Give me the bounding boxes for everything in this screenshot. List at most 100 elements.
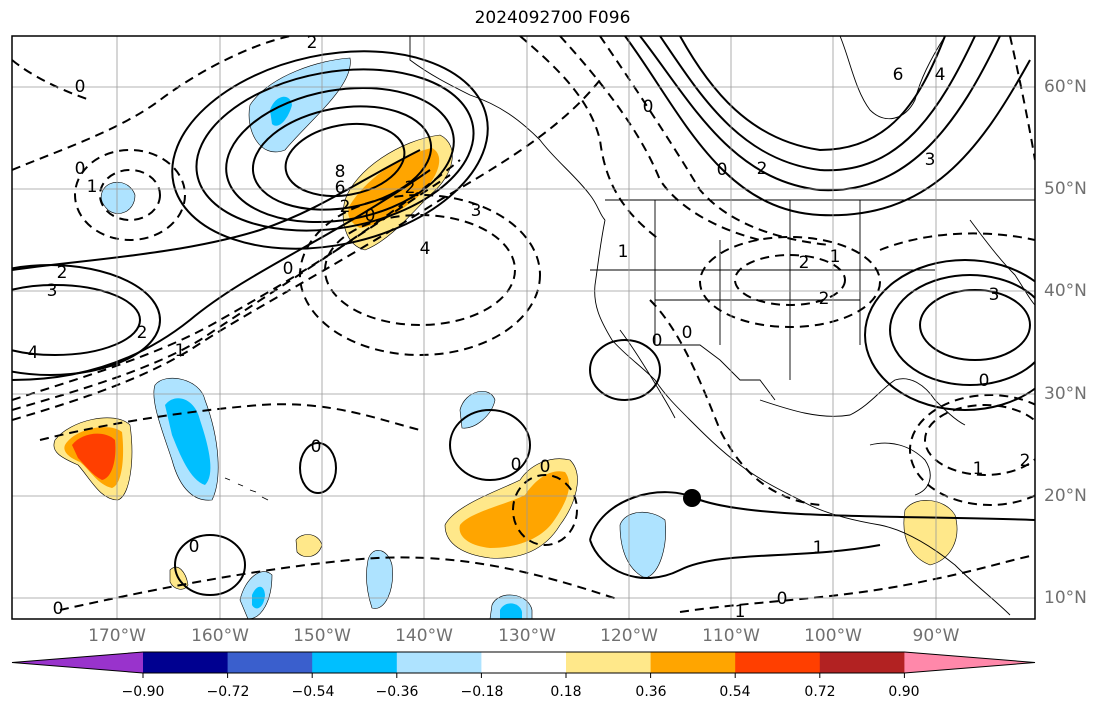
contour-dashed: [12, 174, 451, 411]
contour-label: 2: [340, 197, 351, 217]
contour-label: 0: [652, 331, 663, 351]
gridlines: [12, 36, 1035, 619]
contour-label: 1: [87, 177, 98, 197]
us-mexico-border: [655, 344, 776, 401]
contour-label: 0: [643, 97, 654, 117]
contour-dashed: [599, 36, 831, 246]
west-coast: [594, 219, 1011, 616]
contour-label: 2: [799, 253, 810, 273]
contour-label: 1: [618, 242, 629, 262]
shaded-fields: [53, 57, 958, 619]
contour-label: 2: [405, 178, 416, 198]
contour-label: 0: [75, 159, 86, 179]
contour-solid: [299, 442, 337, 494]
contour-label: 2: [137, 323, 148, 343]
lat-label: 10°N: [1044, 588, 1087, 608]
hudson-bay: [839, 36, 946, 120]
contour-solid: [449, 409, 531, 481]
contour-solid: [659, 36, 976, 172]
colorbar-segment: [481, 652, 567, 673]
contour-solid: [919, 289, 1031, 361]
contour-label: 0: [283, 259, 294, 279]
contour-solid: [284, 122, 406, 198]
contour-label: 6: [335, 178, 346, 198]
lon-label: 90°W: [912, 626, 960, 646]
colorbar-tick-label: 0.18: [550, 684, 582, 700]
contour-solid: [174, 534, 246, 596]
colorbar-segment: [312, 652, 398, 673]
contour-solid: [589, 539, 881, 579]
contour-lines: [12, 36, 1035, 613]
contour-label: 6: [893, 65, 904, 85]
contour-solid: [889, 274, 1035, 386]
shade-blue: [500, 603, 522, 619]
colorbar-segment: [735, 652, 821, 673]
contour-solid: [589, 339, 661, 401]
shade-light-blue: [619, 512, 666, 579]
contour-label: 0: [511, 455, 522, 475]
colorbar-segment: [819, 652, 905, 673]
lon-label: 100°W: [804, 626, 862, 646]
contour-label: 2: [57, 263, 68, 283]
shade-light-blue: [459, 391, 496, 429]
contour-dashed: [512, 474, 578, 546]
contour-dashed: [924, 404, 1035, 476]
contour-solid: [12, 169, 431, 381]
contour-label: 2: [757, 159, 768, 179]
contour-label: 0: [777, 589, 788, 609]
shade-orange: [459, 471, 570, 548]
map-title: 2024092700 F096: [474, 8, 631, 28]
colorbar-tick-label: 0.90: [888, 684, 920, 700]
contour-label: 0: [717, 160, 728, 180]
contour-label: 0: [53, 599, 64, 619]
contour-dashed: [879, 232, 1035, 251]
contour-solid: [251, 105, 433, 211]
contour-solid: [639, 36, 1001, 192]
contour-label: 0: [979, 371, 990, 391]
state-lines: [590, 200, 935, 380]
contour-dashed: [59, 556, 621, 611]
colorbar-tick-label: 0.54: [719, 684, 751, 700]
contour-dashed: [519, 36, 661, 241]
lon-label: 150°W: [293, 626, 351, 646]
colorbar: [11, 651, 1036, 678]
lat-label: 50°N: [1044, 179, 1087, 199]
contour-label: 2: [819, 289, 830, 309]
colorbar-extend-min: [12, 652, 143, 673]
colorbar-tick-label: 0.72: [804, 684, 836, 700]
contour-label: 0: [540, 457, 551, 477]
contour-dashed: [324, 214, 516, 326]
contour-label: 4: [28, 343, 39, 363]
colorbar-tick-label: 0.36: [635, 684, 667, 700]
contour-label: 0: [75, 77, 86, 97]
colorbar-tick-label: −0.72: [206, 684, 250, 700]
colorbar-segment: [227, 652, 313, 673]
contour-dashed: [299, 194, 541, 356]
lon-label: 120°W: [600, 626, 658, 646]
shade-yellow: [295, 534, 323, 558]
shade-light-blue: [366, 550, 393, 609]
colorbar-tick-label: −0.54: [291, 684, 335, 700]
location-marker: [683, 489, 701, 507]
shade-light-blue: [248, 57, 351, 153]
contour-solid: [12, 264, 161, 376]
contour-label: 3: [471, 201, 482, 221]
lat-label: 20°N: [1044, 486, 1087, 506]
map-frame: [11, 35, 1036, 620]
contour-dashed: [12, 79, 601, 421]
yucatan: [869, 442, 931, 496]
contour-label: 1: [973, 459, 984, 479]
lat-label: 30°N: [1044, 384, 1087, 404]
contour-solid: [12, 149, 421, 271]
lat-label: 60°N: [1044, 77, 1087, 97]
alaska-coast: [409, 36, 606, 221]
colorbar-tick-label: −0.18: [460, 684, 504, 700]
contour-label: 3: [989, 285, 1000, 305]
colorbar-segment: [566, 652, 652, 673]
hawaii: [224, 477, 269, 501]
shade-yellow: [903, 500, 958, 566]
contour-label: 1: [175, 341, 186, 361]
contour-solid: [679, 36, 946, 152]
contour-label: 8: [335, 162, 346, 182]
contour-label: 1: [735, 602, 746, 622]
